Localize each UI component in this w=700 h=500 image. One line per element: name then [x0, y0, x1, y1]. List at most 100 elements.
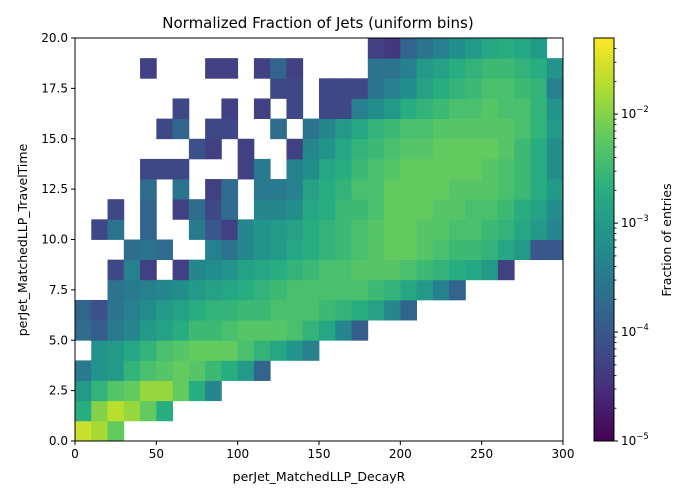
heatmap-cell [140, 58, 157, 79]
y-tick-label: 0.0 [49, 434, 68, 448]
heatmap-cell [286, 58, 304, 79]
heatmap-cell [286, 320, 304, 341]
heatmap-cell [221, 279, 239, 301]
heatmap-cell [188, 259, 206, 281]
heatmap-cell [367, 279, 385, 301]
heatmap-cell [188, 199, 206, 220]
heatmap-cell [400, 118, 417, 140]
heatmap-cell [530, 98, 548, 119]
heatmap-cell [367, 98, 385, 119]
heatmap-cell [172, 279, 190, 301]
x-axis-label: perJet_MatchedLLP_DecayR [233, 469, 406, 484]
heatmap-cell [205, 58, 222, 79]
heatmap-cell [286, 340, 304, 361]
heatmap-cell [140, 158, 157, 180]
heatmap-cell [367, 138, 385, 160]
heatmap-cell [449, 118, 466, 140]
heatmap-cell [188, 340, 206, 361]
heatmap-cell [319, 158, 336, 180]
heatmap-cell [221, 259, 239, 281]
heatmap-cell [465, 179, 483, 200]
heatmap-cell [367, 219, 385, 240]
heatmap-cell [253, 299, 271, 321]
heatmap-cell [432, 179, 450, 200]
heatmap-cell [253, 58, 271, 79]
heatmap-cell [221, 239, 239, 261]
heatmap-cell [188, 138, 206, 160]
heatmap-cell [286, 219, 304, 240]
y-tick-label: 20.0 [41, 31, 68, 45]
heatmap-cell [481, 239, 499, 261]
heatmap-cell [465, 118, 483, 140]
heatmap-cell [205, 259, 222, 281]
heatmap-cell [123, 299, 141, 321]
heatmap-cell [302, 299, 320, 321]
heatmap-cell [432, 38, 450, 59]
heatmap-cell [351, 279, 369, 301]
y-tick-label: 17.5 [41, 81, 68, 95]
heatmap-cell [481, 138, 499, 160]
colorbar-tick-label: 10−4 [621, 323, 649, 339]
x-tick-label: 50 [149, 447, 164, 461]
x-tick-label: 250 [470, 447, 493, 461]
heatmap-cell [270, 78, 287, 99]
heatmap-cell [302, 239, 320, 261]
heatmap-cell [172, 259, 190, 281]
heatmap-cell [416, 98, 434, 119]
heatmap-cell [384, 279, 401, 301]
heatmap-cell [384, 299, 401, 321]
heatmap-cell [205, 360, 222, 381]
heatmap-cell [205, 179, 222, 200]
heatmap-cell [75, 420, 92, 442]
heatmap-cell [432, 199, 450, 220]
heatmap-cell [497, 259, 515, 281]
heatmap-cell [400, 199, 417, 220]
heatmap-cell [400, 279, 417, 301]
heatmap-cell [384, 118, 401, 140]
heatmap-cell [172, 98, 190, 119]
heatmap-cell [286, 179, 304, 200]
heatmap-cell [172, 320, 190, 341]
heatmap-cell [449, 199, 466, 220]
heatmap-cell [384, 138, 401, 160]
heatmap-cell [107, 219, 125, 240]
heatmap-cell [416, 199, 434, 220]
heatmap-cell [546, 138, 564, 160]
heatmap-cell [400, 78, 417, 99]
heatmap-cell [156, 118, 173, 140]
heatmap-cell [351, 299, 369, 321]
heatmap-cell [416, 279, 434, 301]
x-tick-label: 300 [552, 447, 575, 461]
heatmap-cell [221, 219, 239, 240]
heatmap-cell [237, 219, 255, 240]
heatmap-cell [205, 380, 222, 402]
heatmap-cell [400, 38, 417, 59]
heatmap-cell [172, 360, 190, 381]
heatmap-cell [270, 239, 287, 261]
heatmap-cell [449, 179, 466, 200]
x-tick-label: 0 [71, 447, 79, 461]
heatmap-cell [221, 320, 239, 341]
heatmap-cell [514, 98, 531, 119]
heatmap-cell [188, 279, 206, 301]
heatmap-cell [465, 138, 483, 160]
heatmap-cell [367, 299, 385, 321]
heatmap-cell [432, 98, 450, 119]
heatmap-cell [449, 98, 466, 119]
heatmap-cell [319, 78, 336, 99]
colorbar-tick-label: 10−2 [621, 105, 649, 121]
heatmap-cell [367, 118, 385, 140]
heatmap-cell [546, 58, 564, 79]
heatmap-cell [156, 299, 173, 321]
heatmap-cell [286, 299, 304, 321]
heatmap-cell [221, 340, 239, 361]
heatmap-cell [140, 259, 157, 281]
heatmap-cell [432, 58, 450, 79]
heatmap-cell [384, 78, 401, 99]
heatmap-cell [286, 158, 304, 180]
heatmap-cell [319, 299, 336, 321]
heatmap-cell [253, 360, 271, 381]
heatmap-cell [302, 138, 320, 160]
heatmap-cell [546, 98, 564, 119]
heatmap-cell [367, 259, 385, 281]
